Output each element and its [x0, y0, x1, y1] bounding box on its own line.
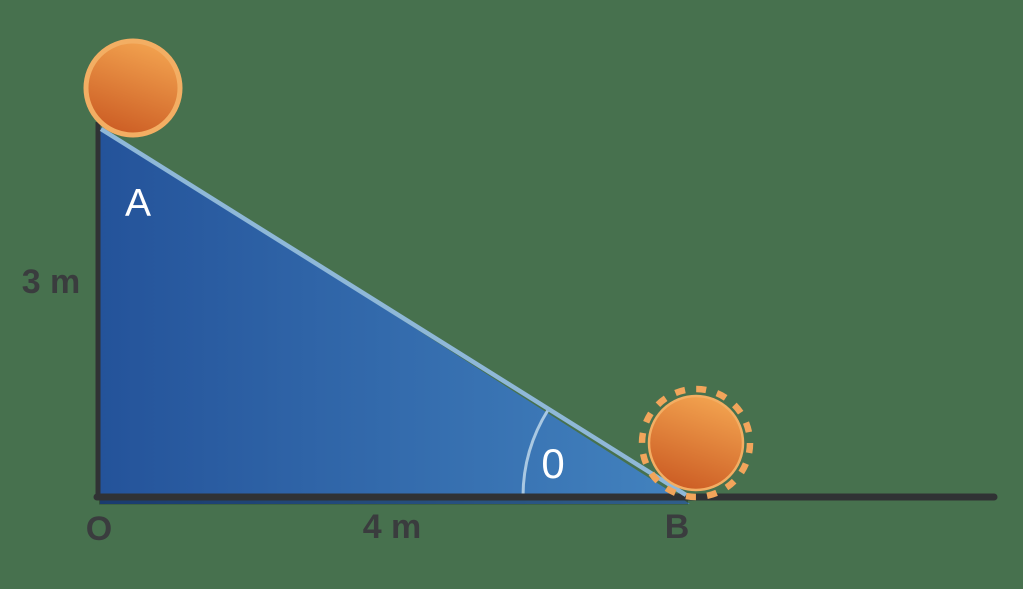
- ball-end-ghost-ring: [638, 385, 754, 501]
- incline-surface-line: [99, 127, 688, 497]
- height-label: 3 m: [22, 263, 81, 301]
- ball-start: [83, 38, 183, 138]
- ball-end: [647, 394, 745, 492]
- point-a-label: A: [125, 182, 151, 225]
- angle-label: 0: [541, 440, 564, 487]
- base-label: 4 m: [363, 508, 422, 546]
- origin-label: O: [86, 510, 112, 548]
- point-b-label: B: [665, 508, 690, 546]
- angle-arc: [521, 409, 550, 497]
